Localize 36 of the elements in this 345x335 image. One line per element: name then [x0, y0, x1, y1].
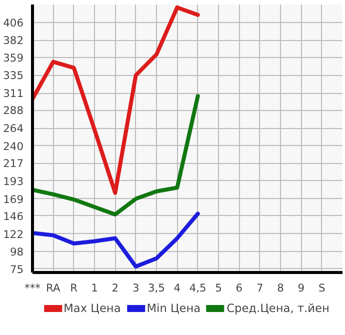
y-tick-label: 240 — [3, 140, 24, 153]
y-tick-label: 217 — [3, 157, 24, 170]
y-tick-label: 359 — [3, 51, 24, 64]
y-tick-label: 169 — [3, 192, 24, 206]
y-tick-label: 382 — [3, 34, 24, 48]
y-tick-label: 406 — [3, 16, 24, 30]
line-series — [32, 212, 200, 269]
x-tick-label: 4 — [174, 282, 181, 294]
legend-label: Max Цена — [64, 301, 121, 315]
y-tick-label: 122 — [3, 228, 24, 241]
x-tick-label: S — [318, 282, 326, 294]
y-tick-label: 311 — [3, 87, 24, 100]
y-tick-label: 264 — [3, 122, 24, 136]
x-tick-label: *** — [24, 282, 42, 294]
y-tick-label: 193 — [3, 174, 24, 188]
legend-label: Min Цена — [146, 301, 201, 315]
x-tick-label: RA — [46, 282, 62, 294]
y-tick-label: 288 — [3, 104, 24, 118]
x-tick-label: 3,5 — [148, 282, 165, 294]
x-tick-label: 9 — [298, 282, 305, 294]
x-tick-label: 8 — [277, 282, 284, 294]
x-tick-label: 5 — [215, 282, 222, 294]
x-tick-label: R — [70, 282, 78, 294]
y-tick-label: 75 — [10, 262, 24, 276]
y-tick-label: 98 — [10, 246, 24, 259]
y-tick-label: 335 — [3, 69, 24, 82]
x-tick-label: 3 — [132, 282, 140, 294]
x-tick-label: 7 — [256, 282, 264, 294]
x-tick-label: 1 — [91, 282, 98, 294]
x-tick-label: 6 — [236, 282, 243, 294]
line-series — [32, 5, 200, 195]
x-tick-label: 2 — [112, 282, 119, 294]
legend-label: Сред.Цена, т.йен — [226, 301, 330, 315]
y-tick-label: 146 — [3, 210, 24, 223]
line-series — [32, 94, 200, 216]
x-tick-label: 4,5 — [189, 282, 206, 294]
